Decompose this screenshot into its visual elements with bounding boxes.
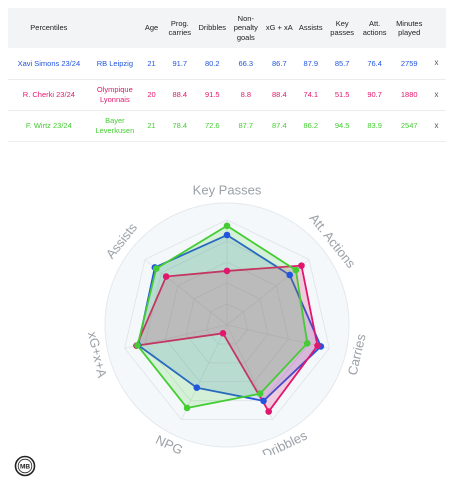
table-header-row: Percentiles Age Prog. carries Dribbles N… <box>8 8 446 48</box>
series-2-point <box>314 342 321 349</box>
minutes-value: 2759 <box>400 58 418 68</box>
assists-value: 74.1 <box>303 89 319 99</box>
series-3-point <box>292 266 300 274</box>
radar-spoke <box>181 324 228 420</box>
header-remove <box>427 8 446 48</box>
prog-carries-value: 78.4 <box>172 120 188 130</box>
series-3-point <box>223 222 231 230</box>
header-dribbles: Dribbles <box>198 23 227 33</box>
series-1-point <box>223 231 231 239</box>
radar-chart-container: Key Passes Att. Actions Carries Dribbles NPG… <box>0 170 455 461</box>
comparison-table-container: Percentiles Age Prog. carries Dribbles N… <box>8 8 446 142</box>
series-3-point <box>183 404 191 412</box>
dribbles-value: 72.6 <box>204 120 220 130</box>
header-age: Age <box>144 23 159 33</box>
comparison-table: Percentiles Age Prog. carries Dribbles N… <box>8 8 446 142</box>
mb-logo: MB <box>14 455 36 477</box>
att-actions-value: 83.9 <box>367 120 382 130</box>
header-percentiles: Percentiles <box>30 23 68 33</box>
npg-value: 8.8 <box>240 89 252 99</box>
radar-grid-ring <box>124 219 330 421</box>
series-3-point <box>152 265 160 272</box>
npg-value: 87.7 <box>238 120 254 130</box>
att-actions-value: 76.4 <box>367 58 382 68</box>
series-area-2 <box>135 264 319 413</box>
series-2-point <box>219 330 227 337</box>
npg-value: 66.3 <box>238 58 254 68</box>
age-value: 21 <box>147 58 156 68</box>
header-team <box>90 8 140 48</box>
series-1-point <box>286 271 294 279</box>
prog-carries-value: 91.7 <box>172 58 188 68</box>
assists-value: 86.2 <box>303 120 319 130</box>
remove-button[interactable]: x <box>434 89 439 99</box>
header-key-passes: Key passes <box>330 18 355 37</box>
radar-grid-ring <box>185 282 269 364</box>
remove-button[interactable]: x <box>434 58 439 68</box>
key-passes-value: 94.5 <box>334 120 350 130</box>
radar-spoke <box>226 324 330 349</box>
age-value: 20 <box>147 89 156 99</box>
player-name: R. Cherki 23/24 <box>22 89 75 99</box>
header-prog-carries: Prog. carries <box>168 18 192 37</box>
team-name: RB Leipzig <box>96 58 133 68</box>
xg-xa-value: 88.4 <box>272 89 287 99</box>
key-passes-value: 85.7 <box>334 58 350 68</box>
prog-carries-value: 88.4 <box>172 89 188 99</box>
mb-logo-text: MB <box>20 463 30 470</box>
att-actions-value: 90.7 <box>367 89 382 99</box>
series-2-point <box>223 267 231 275</box>
series-3-point <box>303 340 311 347</box>
radar-grid-ring <box>206 303 248 345</box>
series-3-point <box>134 342 141 349</box>
player-name: F. Wirtz 23/24 <box>25 120 72 130</box>
series-2-point <box>265 408 272 415</box>
remove-button[interactable]: x <box>434 120 439 130</box>
table-row: F. Wirtz 23/24 Bayer Leverkusen 21 78.4 72.6… <box>8 110 446 141</box>
header-npg: Non-penalty goals <box>233 13 258 42</box>
xg-xa-value: 87.4 <box>272 120 287 130</box>
table-row: R. Cherki 23/24 Olympique Lyonnais 20 88.4 9… <box>8 79 446 110</box>
table-row: Xavi Simons 23/24 RB Leipzig 21 91.7 80.2 66.… <box>8 48 446 79</box>
series-2-point <box>298 262 305 269</box>
assists-value: 87.9 <box>303 58 319 68</box>
player-name: Xavi Simons 23/24 <box>17 58 81 68</box>
series-area-1 <box>137 234 322 402</box>
axis-label: Key Passes <box>193 182 262 197</box>
header-att-actions: Att. actions <box>362 18 387 37</box>
series-1-point <box>260 397 267 405</box>
series-1-point <box>193 384 201 392</box>
header-minutes: Minutes played <box>396 18 423 37</box>
team-name: Olympique Lyonnais <box>96 85 133 104</box>
series-area-3 <box>136 224 309 409</box>
series-3-point <box>256 390 264 397</box>
age-value: 21 <box>147 120 156 130</box>
dribbles-value: 91.5 <box>204 89 220 99</box>
series-2-point <box>162 273 170 280</box>
team-name: Bayer Leverkusen <box>95 116 135 135</box>
key-passes-value: 51.5 <box>334 89 350 99</box>
dribbles-value: 80.2 <box>204 58 220 68</box>
header-xg-xa: xG + xA <box>265 23 293 33</box>
minutes-value: 2547 <box>400 120 418 130</box>
radar-grid-ring <box>165 261 289 383</box>
xg-xa-value: 86.7 <box>272 58 287 68</box>
header-assists: Assists <box>298 23 323 33</box>
minutes-value: 1880 <box>400 89 418 99</box>
